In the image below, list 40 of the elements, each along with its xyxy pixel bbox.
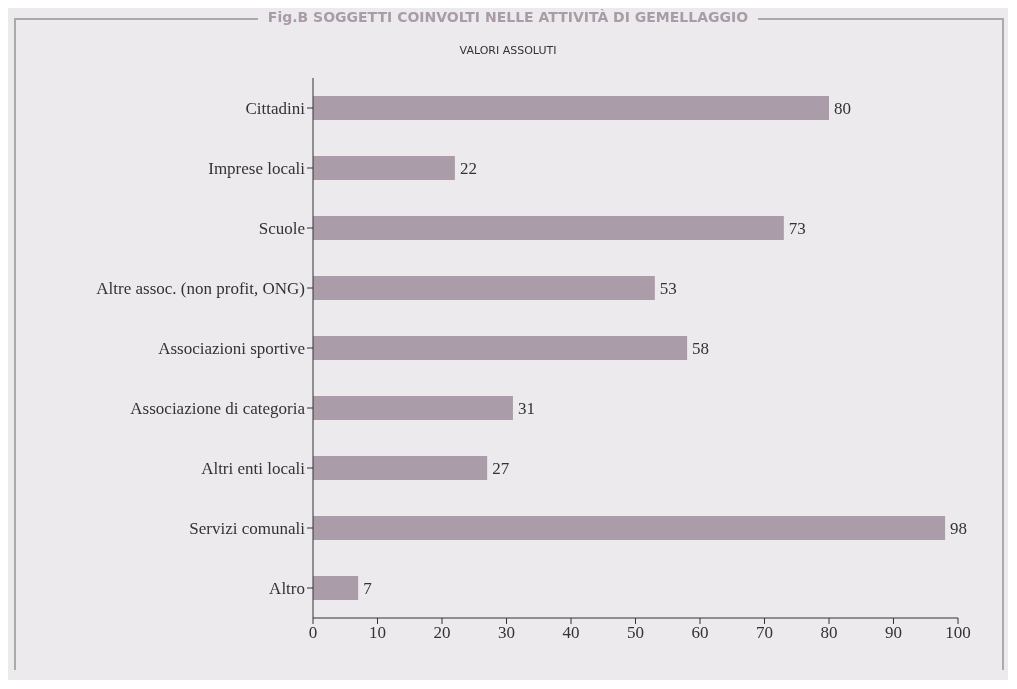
data-label: 73 bbox=[788, 219, 806, 239]
x-tick-label: 90 bbox=[885, 623, 902, 643]
bar bbox=[313, 396, 513, 420]
bar bbox=[313, 576, 359, 600]
data-label: 53 bbox=[659, 279, 677, 299]
y-tick-label: Cittadini bbox=[245, 99, 306, 119]
bar bbox=[313, 156, 455, 180]
data-label: 80 bbox=[834, 99, 851, 119]
data-label: 7 bbox=[363, 579, 373, 599]
x-tick-label: 10 bbox=[369, 623, 386, 643]
y-tick-label: Altri enti locali bbox=[201, 459, 306, 479]
data-label: 22 bbox=[459, 159, 477, 179]
y-tick-label: Imprese locali bbox=[208, 159, 306, 179]
data-label: 58 bbox=[692, 339, 710, 359]
x-tick-label: 100 bbox=[945, 623, 971, 643]
bar bbox=[313, 456, 488, 480]
bar bbox=[313, 276, 655, 300]
x-tick-label: 80 bbox=[820, 623, 838, 643]
data-label: 98 bbox=[950, 519, 968, 539]
y-tick-label: Altre assoc. (non profit, ONG) bbox=[96, 279, 305, 299]
y-tick-label: Scuole bbox=[258, 219, 305, 239]
x-tick-label: 70 bbox=[756, 623, 773, 643]
x-tick-label: 20 bbox=[433, 623, 451, 643]
data-label: 27 bbox=[492, 459, 510, 479]
data-label: 31 bbox=[517, 399, 535, 419]
y-tick-label: Servizi comunali bbox=[189, 519, 306, 539]
x-tick-label: 30 bbox=[498, 623, 515, 643]
x-tick-label: 50 bbox=[627, 623, 644, 643]
x-tick-label: 60 bbox=[691, 623, 709, 643]
x-tick-label: 0 bbox=[308, 623, 318, 643]
x-tick-label: 40 bbox=[562, 623, 580, 643]
chart-subtitle: VALORI ASSOLUTI bbox=[458, 44, 558, 57]
bar bbox=[313, 96, 829, 120]
y-tick-label: Associazione di categoria bbox=[130, 399, 306, 419]
bar bbox=[313, 336, 688, 360]
bar bbox=[313, 216, 784, 240]
y-tick-label: Associazioni sportive bbox=[158, 339, 305, 359]
chart-title: Fig.B SOGGETTI COINVOLTI NELLE ATTIVITÀ DI GEMELLAGGIO bbox=[257, 9, 759, 25]
y-tick-label: Altro bbox=[269, 579, 305, 599]
bar bbox=[313, 516, 946, 540]
